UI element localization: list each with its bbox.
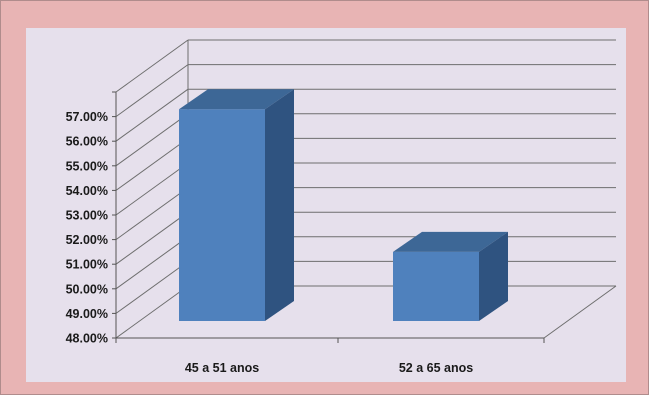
bar-side (265, 89, 294, 321)
bar (393, 231, 508, 321)
gridline-diagonal (115, 162, 189, 216)
plot-panel (26, 28, 626, 382)
bar (179, 89, 294, 321)
floor-right-edge (543, 285, 617, 339)
y-tick-label: 56.00% (66, 135, 108, 149)
y-tick-label: 57.00% (66, 110, 108, 124)
x-category-label: 45 a 51 anos (185, 361, 259, 375)
y-tick-label: 53.00% (66, 209, 108, 223)
gridline-diagonal (115, 236, 189, 290)
y-tick-label: 51.00% (66, 258, 108, 272)
gridline-diagonal (115, 64, 189, 118)
y-tick-label: 55.00% (66, 159, 108, 173)
gridline-diagonal (115, 211, 189, 265)
bars (179, 89, 508, 321)
y-tick-label: 49.00% (66, 307, 108, 321)
gridline-diagonal (115, 113, 189, 167)
bar-top (393, 231, 508, 252)
bar-top (179, 89, 294, 110)
y-tick-label: 54.00% (66, 184, 108, 198)
bar-side (479, 231, 508, 321)
y-tick-labels: 48.00% 49.00% 50.00% 51.00% 52.00% 53.00% 54.0… (66, 110, 108, 345)
gridline-diagonal (115, 285, 189, 339)
x-category-label: 52 a 65 anos (399, 361, 473, 375)
gridline-diagonal (115, 39, 189, 93)
y-tick-label: 52.00% (66, 233, 108, 247)
y-tick-label: 50.00% (66, 282, 108, 296)
bar-front (393, 251, 479, 321)
gridline-diagonal (115, 88, 189, 142)
bar-front (179, 109, 265, 321)
gridline-diagonal (115, 137, 189, 191)
gridline-diagonal (115, 187, 189, 241)
x-category-labels: 45 a 51 anos 52 a 65 anos (185, 361, 473, 375)
gridline-diagonal (115, 260, 189, 314)
y-tick-label: 48.00% (66, 332, 108, 346)
